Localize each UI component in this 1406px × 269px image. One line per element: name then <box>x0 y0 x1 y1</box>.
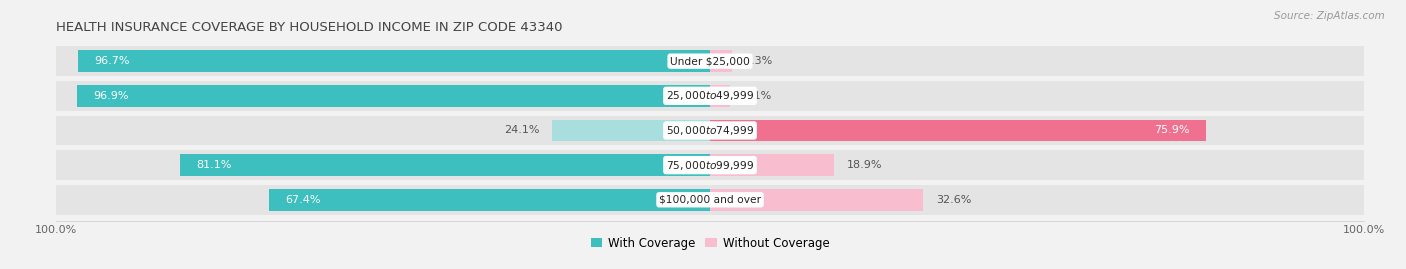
Bar <box>77 50 710 72</box>
Bar <box>56 185 1364 214</box>
Bar <box>56 47 1364 76</box>
Text: 3.3%: 3.3% <box>745 56 773 66</box>
Text: $25,000 to $49,999: $25,000 to $49,999 <box>666 89 754 102</box>
Text: 32.6%: 32.6% <box>936 195 972 205</box>
Bar <box>76 85 710 107</box>
Text: $50,000 to $74,999: $50,000 to $74,999 <box>666 124 754 137</box>
Text: Under $25,000: Under $25,000 <box>671 56 749 66</box>
Bar <box>710 85 730 107</box>
Text: 3.1%: 3.1% <box>744 91 772 101</box>
Bar <box>56 116 1364 145</box>
Bar <box>710 154 834 176</box>
Text: Source: ZipAtlas.com: Source: ZipAtlas.com <box>1274 11 1385 21</box>
Bar <box>270 189 710 211</box>
Bar <box>553 120 710 141</box>
Text: 18.9%: 18.9% <box>846 160 882 170</box>
Bar <box>56 81 1364 111</box>
Legend: With Coverage, Without Coverage: With Coverage, Without Coverage <box>586 232 834 254</box>
Bar <box>710 50 731 72</box>
Text: HEALTH INSURANCE COVERAGE BY HOUSEHOLD INCOME IN ZIP CODE 43340: HEALTH INSURANCE COVERAGE BY HOUSEHOLD I… <box>56 21 562 34</box>
Bar <box>710 120 1206 141</box>
Text: 96.7%: 96.7% <box>94 56 129 66</box>
Bar <box>56 150 1364 180</box>
Text: 75.9%: 75.9% <box>1154 125 1189 136</box>
Bar <box>180 154 710 176</box>
Text: $75,000 to $99,999: $75,000 to $99,999 <box>666 159 754 172</box>
Text: 24.1%: 24.1% <box>503 125 540 136</box>
Text: 81.1%: 81.1% <box>197 160 232 170</box>
Text: 96.9%: 96.9% <box>93 91 128 101</box>
Text: $100,000 and over: $100,000 and over <box>659 195 761 205</box>
Bar <box>710 189 924 211</box>
Text: 67.4%: 67.4% <box>285 195 321 205</box>
